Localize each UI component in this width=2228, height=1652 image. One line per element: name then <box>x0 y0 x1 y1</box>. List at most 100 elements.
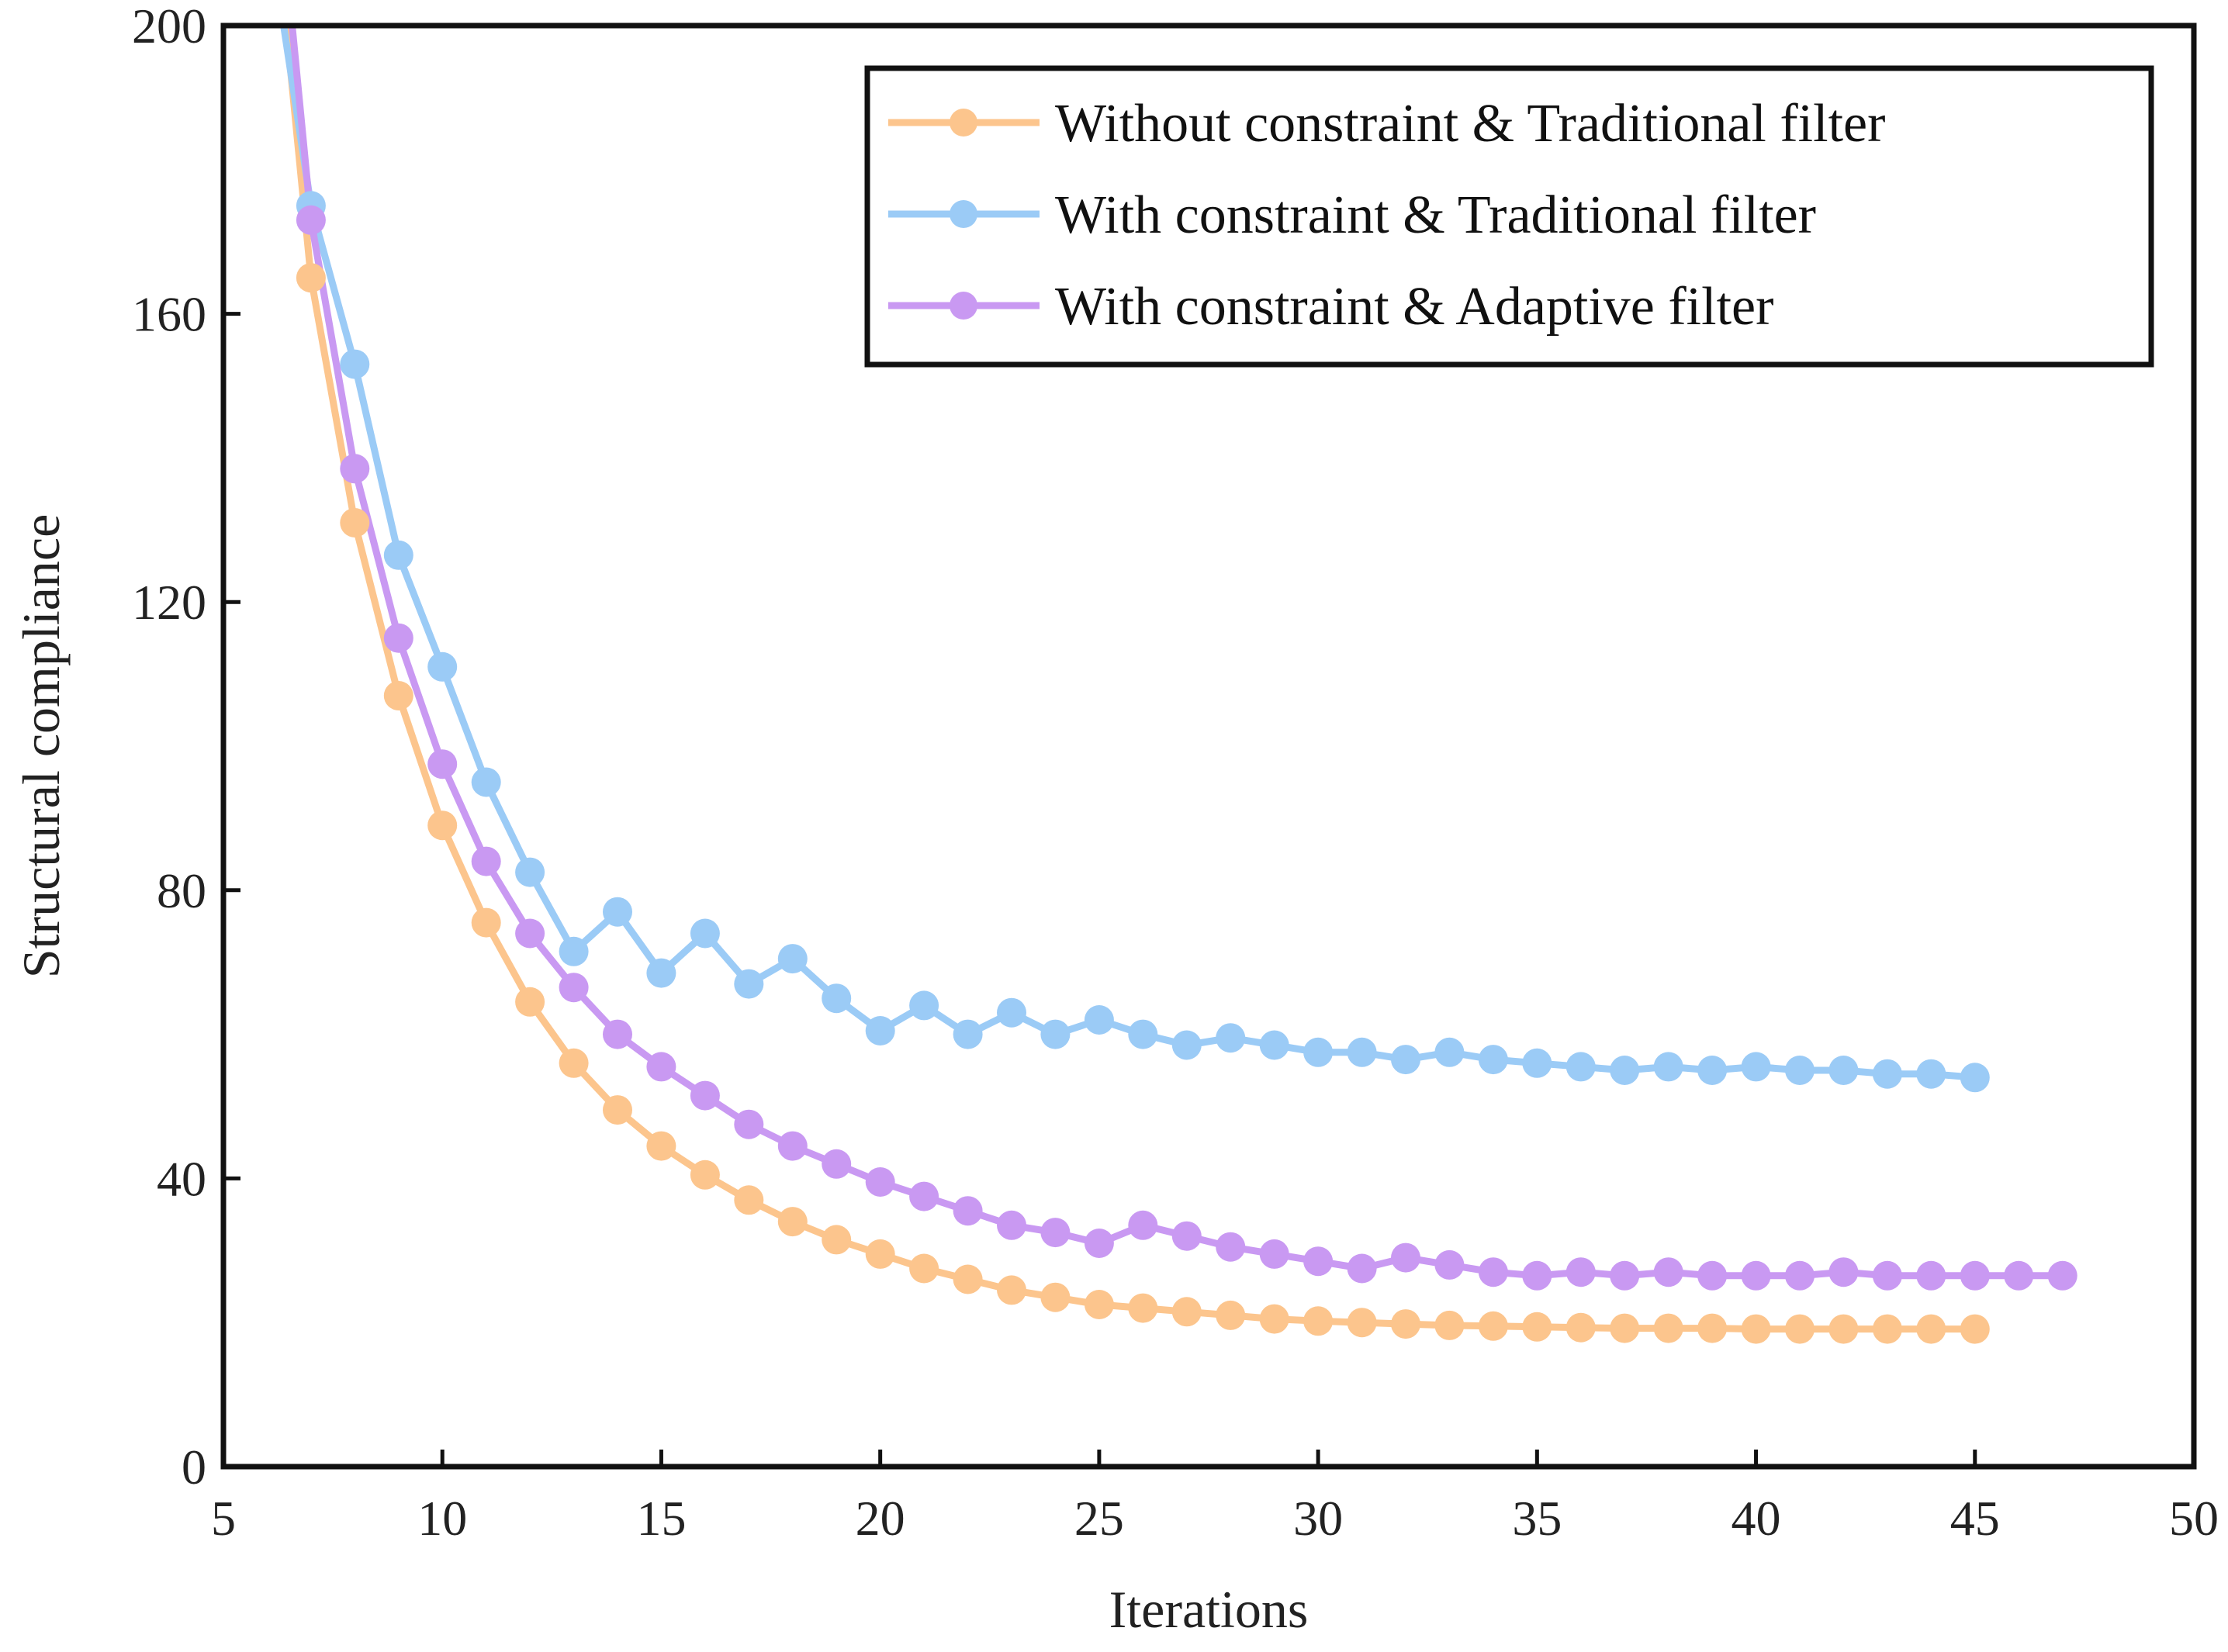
data-point <box>1916 1059 1946 1089</box>
data-point <box>1040 1282 1071 1312</box>
x-tick-label: 10 <box>417 1491 467 1546</box>
data-point <box>1347 1308 1377 1338</box>
data-point <box>1960 1314 1990 1344</box>
data-point <box>734 1109 764 1139</box>
data-point <box>1303 1306 1334 1336</box>
data-point <box>1259 1239 1289 1269</box>
y-tick-label: 160 <box>132 287 206 342</box>
data-point <box>515 857 545 887</box>
data-point <box>1960 1063 1990 1093</box>
data-point <box>1653 1052 1683 1082</box>
data-point <box>427 651 458 682</box>
data-point <box>2004 1260 2034 1291</box>
data-point <box>1872 1314 1902 1344</box>
data-point <box>1391 1309 1420 1339</box>
data-point <box>865 1016 895 1045</box>
legend-entry: Without constraint & Traditional filter <box>888 94 1885 154</box>
data-point <box>1216 1232 1246 1262</box>
data-point <box>1259 1030 1289 1060</box>
data-point <box>1741 1314 1771 1344</box>
data-point <box>1872 1059 1902 1089</box>
x-tick-label: 5 <box>211 1491 236 1546</box>
data-point <box>777 944 808 974</box>
data-point <box>1084 1229 1114 1258</box>
data-point <box>822 1225 852 1255</box>
data-point <box>1785 1056 1815 1085</box>
data-point <box>1828 1056 1859 1085</box>
data-point <box>427 749 458 779</box>
legend-label: With constraint & Adaptive filter <box>1055 277 1773 337</box>
data-point <box>383 623 413 653</box>
x-axis-ticks: 5 10 15 20 25 30 35 40 45 50 <box>211 1450 2219 1546</box>
data-point <box>822 1149 852 1179</box>
x-tick-label: 20 <box>856 1491 905 1546</box>
data-point <box>909 1253 939 1284</box>
data-point <box>603 897 632 927</box>
data-point <box>559 973 589 1003</box>
x-tick-label: 35 <box>1512 1491 1562 1546</box>
x-tick-label: 50 <box>2169 1491 2219 1546</box>
data-point <box>340 349 370 379</box>
series-markers <box>296 191 2078 1344</box>
data-point <box>1171 1297 1202 1327</box>
data-point <box>1960 1260 1990 1291</box>
data-point <box>1303 1037 1334 1067</box>
data-point <box>296 205 326 235</box>
data-point <box>1128 1293 1158 1323</box>
x-tick-label: 15 <box>636 1491 686 1546</box>
data-point <box>1565 1312 1596 1343</box>
data-point <box>1522 1048 1552 1078</box>
data-point <box>471 907 501 938</box>
legend-marker <box>950 200 977 228</box>
x-tick-label: 45 <box>1950 1491 2000 1546</box>
data-point <box>646 1131 676 1161</box>
data-point <box>1828 1314 1859 1344</box>
data-point <box>1697 1056 1728 1085</box>
series-line <box>282 26 1979 1333</box>
legend: Without constraint & Traditional filter … <box>864 65 2154 368</box>
data-point <box>953 1264 983 1294</box>
y-tick-label: 40 <box>157 1151 206 1206</box>
data-point <box>340 454 370 484</box>
data-point <box>559 1048 589 1078</box>
data-point <box>1171 1030 1202 1060</box>
data-point <box>1565 1052 1596 1082</box>
data-point <box>646 958 676 988</box>
data-point <box>1040 1218 1071 1248</box>
y-tick-label: 80 <box>157 863 206 918</box>
legend-box <box>864 65 2154 368</box>
data-point <box>1084 1005 1114 1035</box>
data-point <box>1259 1304 1289 1334</box>
data-point <box>953 1019 983 1049</box>
data-point <box>1084 1290 1114 1319</box>
data-point <box>340 508 370 537</box>
data-point <box>997 1275 1026 1305</box>
data-point <box>1697 1260 1728 1291</box>
data-point <box>997 997 1026 1028</box>
legend-marker <box>950 292 977 320</box>
data-point <box>559 936 589 966</box>
data-point <box>1828 1257 1859 1287</box>
y-axis-ticks: 0 40 80 120 160 200 <box>132 0 240 1495</box>
data-point <box>865 1167 895 1197</box>
data-point <box>690 918 720 949</box>
series-line <box>280 26 1979 1081</box>
data-point <box>1785 1314 1815 1344</box>
data-point <box>1653 1313 1683 1343</box>
data-point <box>1785 1260 1815 1291</box>
data-point <box>603 1019 632 1049</box>
data-point <box>734 1185 764 1215</box>
data-point <box>1478 1045 1508 1075</box>
x-tick-label: 25 <box>1074 1491 1124 1546</box>
data-point <box>909 1181 939 1211</box>
legend-entry: With constraint & Traditional filter <box>888 185 1816 245</box>
data-point <box>734 969 764 999</box>
data-point <box>383 540 413 570</box>
y-tick-label: 200 <box>132 0 206 54</box>
data-point <box>1522 1260 1552 1291</box>
data-point <box>1610 1313 1640 1343</box>
data-point <box>1741 1260 1771 1291</box>
y-axis-label: Structural compliance <box>12 514 71 979</box>
data-point <box>953 1196 983 1226</box>
